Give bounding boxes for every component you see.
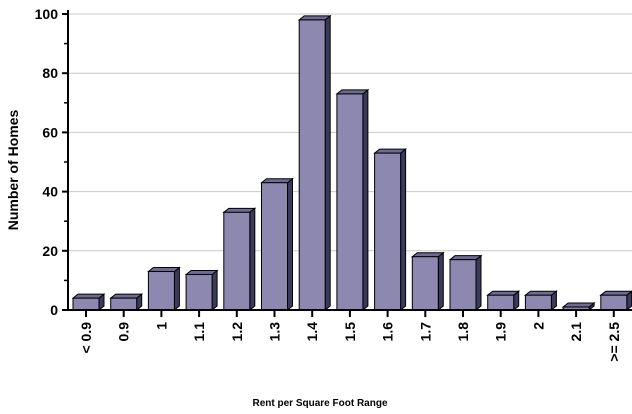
- bar-front: [72, 297, 100, 311]
- x-tick-label: < 0.9: [78, 322, 94, 354]
- x-tick-label: 2: [530, 322, 546, 330]
- bar: [561, 301, 596, 312]
- bar-side: [287, 177, 293, 312]
- x-tick-label: >= 2.5: [606, 322, 622, 362]
- bar-side: [324, 14, 331, 312]
- bars: [71, 14, 632, 312]
- bar-side: [173, 266, 180, 312]
- bar-front: [600, 294, 628, 311]
- y-tick-label: 80: [42, 65, 58, 81]
- bar-top: [486, 290, 521, 296]
- bar-top: [297, 15, 332, 21]
- bar-front: [223, 211, 251, 311]
- y-tick-label: 0: [50, 302, 58, 318]
- y-tick-label: 20: [42, 243, 58, 259]
- bar-side: [437, 251, 444, 312]
- bar-top: [599, 290, 632, 296]
- bar-front: [147, 271, 175, 311]
- bar-top: [260, 178, 294, 184]
- bar-side: [249, 207, 256, 312]
- bar-top: [335, 89, 370, 95]
- bar-top: [410, 252, 445, 258]
- bar-front: [336, 93, 364, 311]
- bar-side: [362, 88, 369, 312]
- x-tick-label: 1.6: [380, 322, 396, 342]
- bar-side: [400, 148, 407, 312]
- y-tick-label: 60: [42, 124, 58, 140]
- bar-front: [374, 152, 402, 311]
- bar-front: [487, 294, 515, 311]
- x-tick-label: 1.9: [493, 322, 509, 342]
- y-tick-label: 40: [42, 184, 58, 200]
- bar-top: [523, 290, 558, 296]
- bar: [71, 293, 106, 312]
- bar-top: [561, 302, 596, 308]
- y-tick-label: 100: [35, 6, 59, 22]
- x-axis-title: Rent per Square Foot Range: [252, 398, 387, 409]
- bar-front: [298, 19, 326, 311]
- bar-top: [184, 269, 219, 275]
- x-tick-label: 1.4: [304, 322, 320, 342]
- bar: [335, 88, 370, 312]
- bar: [599, 290, 632, 312]
- bar: [260, 177, 294, 312]
- bar-front: [524, 294, 552, 311]
- x-ticks: < 0.9 0.9 1 1.1 1.2 1.3 1.4 1.5 1.6 1.7 1.8 1.9 2 2.1…: [78, 310, 622, 362]
- x-tick-label: 0.9: [116, 322, 132, 342]
- bar-top: [109, 293, 144, 299]
- bar-front: [449, 259, 477, 311]
- bar: [448, 254, 483, 312]
- bar-front: [110, 297, 138, 311]
- bar: [222, 207, 257, 312]
- bar: [523, 290, 558, 312]
- bar-top: [222, 207, 257, 213]
- bar-side: [475, 254, 482, 312]
- bar: [109, 293, 144, 312]
- bar-side: [211, 269, 218, 312]
- x-tick-label: 1.8: [455, 322, 471, 342]
- bar: [486, 290, 521, 312]
- x-tick-label: 1.7: [417, 322, 433, 342]
- bar: [410, 251, 445, 312]
- bar-top: [373, 148, 408, 154]
- x-tick-label: 1.2: [229, 322, 245, 342]
- x-tick-label: 2.1: [568, 322, 584, 342]
- y-axis-title: Number of Homes: [5, 110, 21, 231]
- bar: [146, 266, 181, 312]
- bar: [184, 269, 219, 312]
- bar-top: [448, 255, 483, 261]
- y-ticks: 0 20 40 60 80 100: [35, 6, 68, 318]
- bar-top: [146, 267, 181, 273]
- x-tick-label: 1.1: [191, 322, 207, 342]
- bar: [373, 148, 408, 312]
- x-tick-label: 1: [153, 322, 169, 330]
- bar-top: [71, 293, 106, 299]
- bar: [297, 14, 332, 312]
- bar-front: [261, 182, 288, 311]
- x-tick-label: 1.3: [267, 322, 283, 342]
- x-tick-label: 1.5: [342, 322, 358, 342]
- bar-front: [185, 273, 213, 311]
- bar-front: [411, 256, 439, 311]
